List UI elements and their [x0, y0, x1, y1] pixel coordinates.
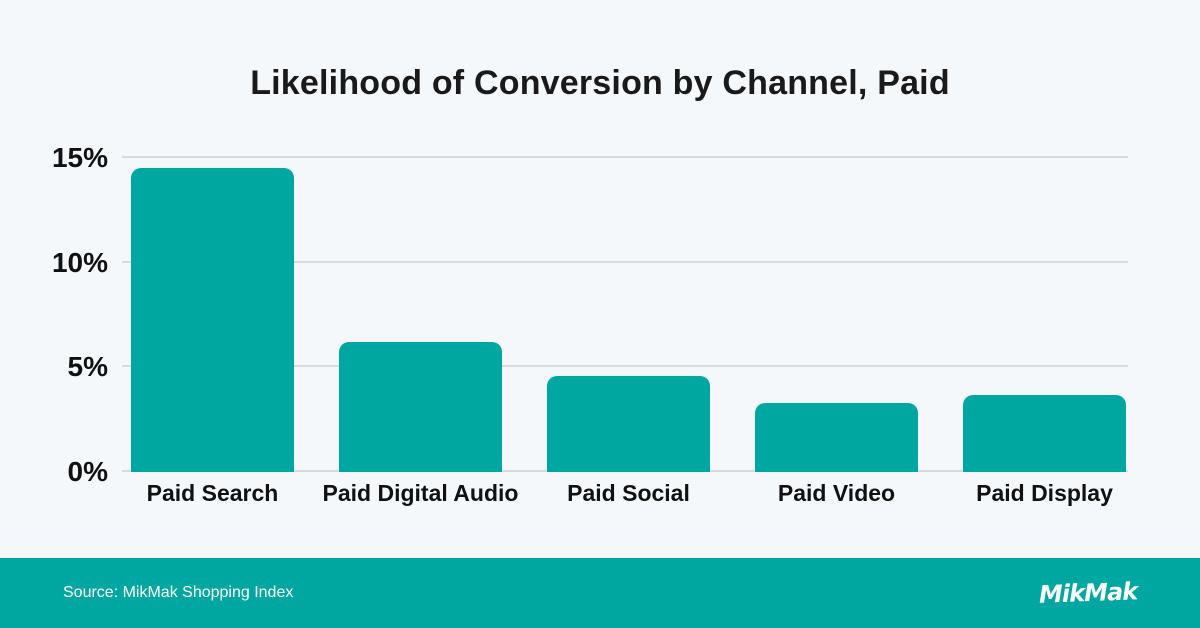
- x-axis-label-paid-social: Paid Social: [567, 480, 690, 506]
- footer-bar: Source: MikMak Shopping Index MikMak: [0, 558, 1200, 628]
- bar-column-paid-social: Paid Social: [547, 158, 710, 506]
- bar-paid-display: [963, 394, 1126, 472]
- bar-paid-video: [755, 402, 918, 472]
- y-axis-label-10%: 10%: [51, 246, 108, 278]
- bar-paid-social: [547, 375, 710, 472]
- source-text: Source: MikMak Shopping Index: [63, 584, 294, 601]
- x-axis-label-paid-search: Paid Search: [146, 480, 279, 506]
- bar-column-paid-digital-audio: Paid Digital Audio: [323, 158, 518, 506]
- y-axis-label-0%: 0%: [67, 456, 108, 487]
- y-axis-label-5%: 5%: [67, 351, 108, 383]
- gridline-10%: [122, 260, 1128, 263]
- bars-row: Paid Search Paid Digital Audio Paid Social…: [122, 158, 1128, 506]
- x-axis-label-paid-display: Paid Display: [976, 480, 1113, 506]
- x-axis-label-paid-video: Paid Video: [777, 480, 896, 506]
- plot-area: 0% 5% 10% 15% Paid Search Paid Digital Audio P…: [52, 142, 1128, 506]
- chart-title: Likelihood of Conversion by Channel, Pai…: [250, 64, 950, 102]
- mikmak-logo: MikMak: [1038, 577, 1138, 609]
- gridline-15%: [122, 156, 1128, 158]
- bar-column-paid-display: Paid Display: [963, 158, 1126, 506]
- bar-paid-search: [131, 168, 294, 472]
- gridline-5%: [122, 365, 1128, 368]
- y-axis-label-15%: 15%: [51, 142, 108, 173]
- bar-column-paid-search: Paid Search: [131, 158, 294, 506]
- bar-paid-digital-audio: [339, 342, 502, 472]
- x-axis-label-paid-digital-audio: Paid Digital Audio: [322, 480, 519, 506]
- bar-column-paid-video: Paid Video: [755, 158, 918, 506]
